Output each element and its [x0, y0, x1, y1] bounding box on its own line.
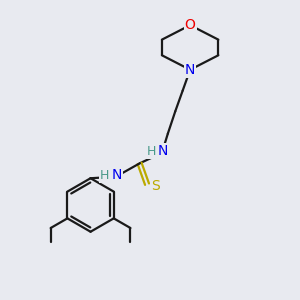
- Text: H: H: [100, 169, 110, 182]
- Text: S: S: [151, 179, 160, 193]
- Text: N: N: [185, 63, 195, 77]
- Text: H: H: [147, 145, 156, 158]
- Text: O: O: [185, 18, 196, 32]
- Text: N: N: [158, 145, 168, 158]
- Text: N: N: [111, 168, 122, 182]
